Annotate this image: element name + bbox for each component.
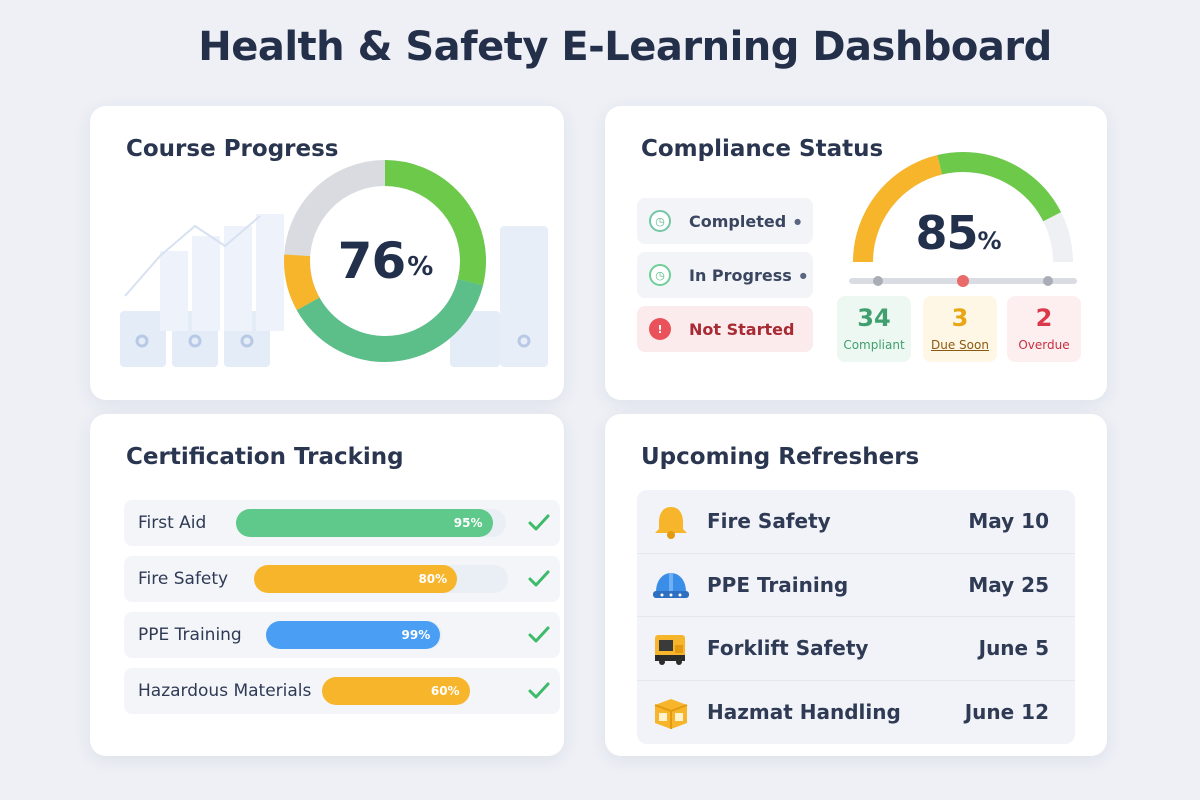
- certification-tracking-card: Certification Tracking First Aid 95% Fir…: [90, 414, 564, 756]
- status-completed-label: Completed: [689, 211, 787, 231]
- refresher-row-fire-safety[interactable]: Fire Safety May 10: [637, 490, 1075, 554]
- refresher-row-forklift-safety[interactable]: Forklift Safety June 5: [637, 617, 1075, 681]
- hazmat-box-icon: [654, 698, 688, 729]
- progress-donut-chart: [284, 160, 486, 362]
- refresher-row-hazmat-handling[interactable]: Hazmat Handling June 12: [637, 681, 1075, 745]
- clock-icon: ◷: [649, 210, 671, 232]
- cert-row-hazardous-materials[interactable]: Hazardous Materials 60%: [124, 668, 560, 714]
- gauge-segment-green: [853, 152, 1073, 263]
- hard-hat-icon: [653, 572, 689, 598]
- refresher-name: Forklift Safety: [707, 636, 869, 661]
- compliance-status-title: Compliance Status: [641, 136, 884, 162]
- cert-progress-bar: 99%: [266, 621, 441, 649]
- compliance-percent: 85%: [843, 206, 1073, 260]
- stat-compliant-label: Compliant: [843, 338, 905, 352]
- bell-icon: [655, 507, 687, 539]
- check-icon: [528, 570, 550, 587]
- stat-overdue[interactable]: 2 Overdue: [1007, 296, 1081, 362]
- status-dot-icon: ●: [799, 270, 807, 280]
- cert-progress-track: 95%: [236, 509, 506, 537]
- refresher-date: June 5: [978, 636, 1049, 661]
- stat-overdue-count: 2: [1035, 304, 1053, 332]
- check-icon: [528, 514, 550, 531]
- donut-segment-green: [284, 160, 486, 362]
- background-bar-chart: [120, 214, 548, 367]
- stat-overdue-label: Overdue: [1018, 338, 1070, 352]
- check-icon: [528, 682, 550, 699]
- cert-progress-bar: 60%: [322, 677, 470, 705]
- stat-due-soon[interactable]: 3 Due Soon: [923, 296, 997, 362]
- refresher-date: May 10: [968, 509, 1049, 534]
- donut-segment-orange: [284, 160, 486, 362]
- upcoming-refreshers-title: Upcoming Refreshers: [641, 444, 920, 470]
- refresher-name: PPE Training: [707, 572, 849, 597]
- course-progress-card: Course Progress 76%: [90, 106, 564, 400]
- cert-progress-label: 60%: [430, 684, 460, 698]
- cert-progress-track: 99%: [266, 621, 442, 649]
- upcoming-refreshers-card: Upcoming Refreshers Fire Safety May 10 P…: [605, 414, 1107, 756]
- cert-row-ppe-training[interactable]: PPE Training 99%: [124, 612, 560, 658]
- progress-percent-number: 76: [337, 232, 407, 290]
- clock-icon: ◷: [649, 264, 671, 286]
- check-icon: [528, 626, 550, 643]
- refresher-name: Fire Safety: [707, 509, 831, 534]
- compliance-percent-number: 85: [915, 206, 978, 260]
- status-completed[interactable]: ◷ Completed ●: [637, 198, 813, 244]
- course-progress-title: Course Progress: [126, 136, 339, 162]
- alert-icon: !: [649, 318, 671, 340]
- status-not-started[interactable]: ! Not Started: [637, 306, 813, 352]
- gauge-segment-orange: [853, 152, 1073, 263]
- refresher-row-ppe-training[interactable]: PPE Training May 25: [637, 554, 1075, 617]
- compliance-percent-sign: %: [977, 227, 1001, 255]
- stat-compliant-count: 34: [857, 304, 891, 332]
- donut-segment-teal: [284, 160, 486, 362]
- cert-progress-label: 99%: [401, 628, 431, 642]
- status-in-progress[interactable]: ◷ In Progress ●: [637, 252, 813, 298]
- cert-progress-bar: 95%: [236, 509, 493, 537]
- cert-name: Fire Safety: [138, 569, 229, 589]
- status-dot-icon: ●: [794, 216, 802, 226]
- status-not-started-label: Not Started: [689, 319, 795, 339]
- compliance-status-card: Compliance Status ◷ Completed ● ◷ In Pro…: [605, 106, 1107, 400]
- cert-progress-label: 80%: [418, 572, 448, 586]
- gauge-marker: [957, 275, 969, 287]
- cert-progress-track: 60%: [322, 677, 568, 705]
- refresher-date: May 25: [968, 572, 1049, 597]
- stat-due-soon-count: 3: [951, 304, 969, 332]
- cert-progress-label: 95%: [453, 516, 483, 530]
- status-list: ◷ Completed ● ◷ In Progress ● ! Not Star…: [637, 198, 813, 360]
- refresher-name: Hazmat Handling: [707, 700, 901, 725]
- cert-progress-bar: 80%: [254, 565, 458, 593]
- status-in-progress-label: In Progress: [689, 265, 792, 285]
- progress-percent: 76%: [280, 156, 490, 366]
- compliance-gauge: [849, 152, 1077, 287]
- stat-compliant[interactable]: 34 Compliant: [837, 296, 911, 362]
- progress-percent-sign: %: [407, 252, 433, 282]
- stat-due-soon-label: Due Soon: [931, 338, 989, 352]
- cert-name: PPE Training: [138, 625, 242, 645]
- cert-row-fire-safety[interactable]: Fire Safety 80%: [124, 556, 560, 602]
- forklift-icon: [655, 635, 685, 665]
- cert-name: Hazardous Materials: [138, 681, 312, 701]
- refresher-list: Fire Safety May 10 PPE Training May 25 F…: [637, 490, 1075, 744]
- page-title: Health & Safety E-Learning Dashboard: [198, 24, 1052, 70]
- cert-progress-track: 80%: [254, 565, 508, 593]
- cert-row-first-aid[interactable]: First Aid 95%: [124, 500, 560, 546]
- cert-name: First Aid: [138, 513, 207, 533]
- certification-tracking-title: Certification Tracking: [126, 444, 404, 470]
- refresher-date: June 12: [964, 700, 1049, 725]
